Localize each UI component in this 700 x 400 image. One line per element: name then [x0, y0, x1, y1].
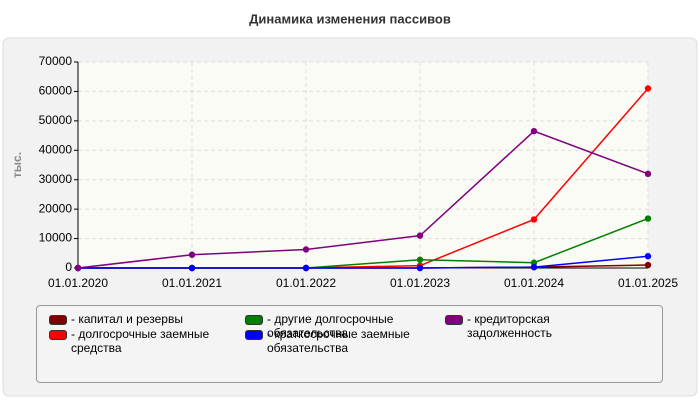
- y-axis-label: тыс.: [10, 152, 24, 178]
- legend-swatch: [445, 315, 463, 325]
- point: [644, 261, 652, 269]
- point: [644, 170, 652, 178]
- y-tick-label: 20000: [39, 201, 73, 215]
- legend-swatch: [245, 315, 263, 325]
- plot-area: [78, 62, 648, 268]
- point: [74, 264, 82, 272]
- y-tick-label: 10000: [39, 231, 73, 245]
- point: [530, 216, 538, 223]
- legend-item: долгосрочные заемные средства: [49, 327, 245, 382]
- point: [644, 253, 652, 260]
- y-tick-label: 40000: [39, 142, 73, 156]
- legend-label: краткосрочные заемные обязательства: [267, 327, 437, 355]
- point: [188, 264, 196, 272]
- x-tick-label: 01.01.2023: [390, 276, 450, 290]
- chart-title: Динамика изменения пассивов: [249, 11, 451, 26]
- x-tick-label: 01.01.2021: [162, 276, 222, 290]
- legend-label: кредиторская задолженность: [467, 312, 637, 340]
- legend-swatch: [245, 330, 263, 340]
- legend-item: кредиторская задолженность: [445, 312, 665, 340]
- point: [302, 264, 310, 272]
- legend-item: краткосрочные заемные обязательства: [245, 327, 445, 382]
- x-tick-label: 01.01.2024: [504, 276, 564, 290]
- point: [644, 215, 652, 222]
- legend-label: долгосрочные заемные средства: [71, 327, 241, 355]
- point: [416, 232, 424, 239]
- y-tick-label: 50000: [39, 113, 73, 127]
- y-tick-label: 0: [65, 260, 72, 274]
- legend-label: капитал и резервы: [71, 312, 183, 326]
- series-line: [77, 130, 649, 269]
- x-tick-label: 01.01.2022: [276, 276, 336, 290]
- legend-item: другие долгосрочные обязательства: [245, 312, 445, 340]
- series-line: [78, 255, 649, 269]
- point: [530, 263, 538, 271]
- point: [416, 264, 424, 272]
- x-tick-label: 01.01.2025: [618, 276, 678, 290]
- point: [302, 246, 310, 253]
- point: [644, 85, 652, 92]
- x-tick-label: 01.01.2020: [48, 276, 108, 290]
- y-tick-label: 30000: [39, 172, 73, 186]
- point: [416, 256, 424, 263]
- legend: капитал и резервыдолгосрочные заемные ср…: [36, 305, 663, 383]
- legend-item: капитал и резервы: [49, 312, 245, 326]
- legend-swatch: [49, 330, 67, 340]
- legend-swatch: [49, 315, 67, 325]
- point: [188, 251, 196, 258]
- point: [530, 259, 538, 266]
- y-tick-label: 60000: [39, 84, 73, 98]
- point: [530, 127, 538, 135]
- y-tick-label: 70000: [39, 54, 73, 68]
